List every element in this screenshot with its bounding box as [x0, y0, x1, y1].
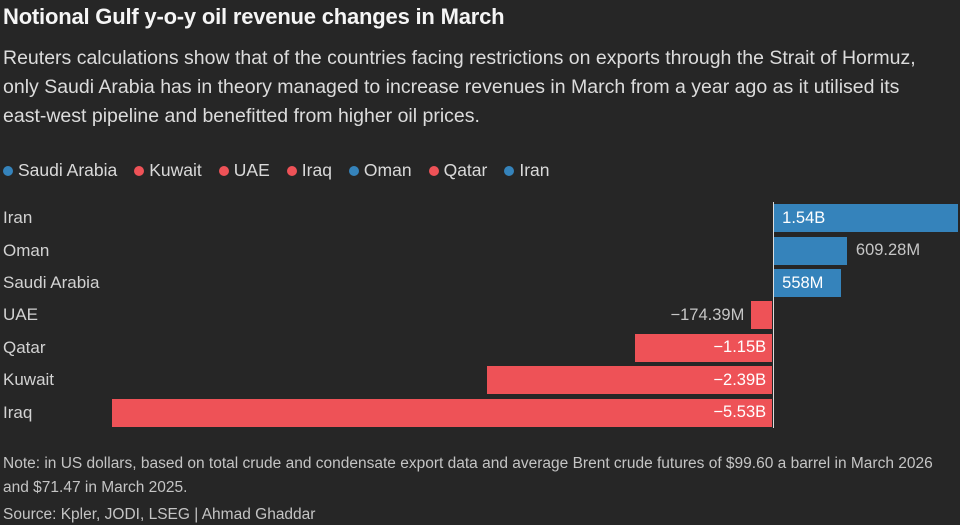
category-label: UAE: [3, 305, 38, 325]
chart-subtitle: Reuters calculations show that of the co…: [3, 47, 916, 127]
bar-row: Iraq −5.53B: [0, 397, 960, 429]
chart-area: Iran 1.54B Oman 609.28M Saudi Arabia 558M UAE −…: [0, 202, 960, 429]
legend-label: Iraq: [301, 160, 332, 180]
legend-label: UAE: [233, 160, 270, 180]
bar: [774, 204, 958, 233]
category-label: Oman: [3, 240, 50, 260]
bar: [774, 269, 841, 298]
legend-dot-icon: [134, 165, 145, 176]
legend-dot-icon: [428, 165, 439, 176]
category-label: Qatar: [3, 337, 46, 357]
legend-item: Kuwait: [134, 160, 202, 181]
bar: [112, 398, 773, 427]
value-label: −2.39B: [713, 370, 767, 389]
zero-axis-line: [773, 202, 774, 428]
value-label: −5.53B: [713, 403, 767, 422]
category-label: Iran: [3, 208, 33, 228]
chart-source: Source: Kpler, JODI, LSEG | Ahmad Ghadda…: [3, 506, 316, 523]
value-label: −1.15B: [713, 338, 767, 357]
legend: Saudi Arabia Kuwait UAE Iraq Oman Qatar Iran: [3, 160, 550, 181]
bar: [774, 236, 847, 265]
legend-item: Qatar: [428, 160, 488, 181]
category-label: Kuwait: [3, 370, 55, 390]
legend-dot-icon: [348, 165, 359, 176]
legend-item: Iran: [504, 160, 550, 181]
legend-item: Oman: [348, 160, 412, 181]
value-label: 609.28M: [855, 241, 921, 260]
bar-row: Kuwait −2.39B: [0, 364, 960, 396]
legend-dot-icon: [286, 165, 297, 176]
bar: [634, 333, 773, 362]
legend-item: UAE: [218, 160, 270, 181]
bar-row: Iran 1.54B: [0, 202, 960, 234]
legend-dot-icon: [3, 165, 13, 176]
chart-note: Note: in US dollars, based on total crud…: [3, 455, 933, 496]
value-label: 558M: [782, 273, 824, 292]
legend-dot-icon: [218, 165, 229, 176]
bar: [751, 301, 773, 330]
chart-title: Notional Gulf y-o-y oil revenue changes …: [3, 4, 505, 29]
legend-dot-icon: [504, 165, 515, 176]
legend-item: Iraq: [286, 160, 332, 181]
legend-label: Saudi Arabia: [18, 160, 118, 180]
legend-label: Iran: [519, 160, 550, 180]
bar-row: Oman 609.28M: [0, 234, 960, 266]
category-label: Saudi Arabia: [3, 273, 100, 293]
bar-row: Qatar −1.15B: [0, 332, 960, 364]
legend-label: Kuwait: [149, 160, 202, 180]
legend-label: Oman: [363, 160, 412, 180]
category-label: Iraq: [3, 402, 33, 422]
legend-item: Saudi Arabia: [3, 160, 117, 181]
legend-label: Qatar: [443, 160, 488, 180]
value-label: −174.39M: [670, 305, 745, 324]
value-label: 1.54B: [782, 208, 826, 227]
bar: [486, 366, 773, 395]
bar-row: UAE −174.39M: [0, 299, 960, 331]
bar-row: Saudi Arabia 558M: [0, 267, 960, 299]
